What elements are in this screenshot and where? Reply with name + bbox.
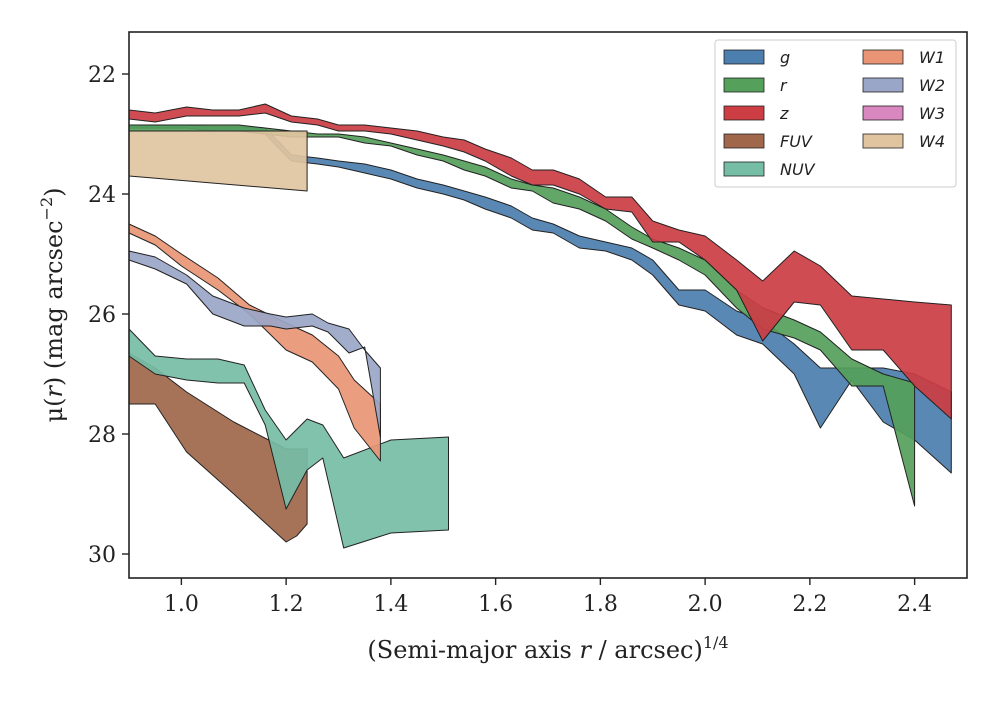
y-tick-label: 26 [88, 303, 116, 328]
legend-label-w1: W1 [919, 48, 945, 67]
band-w4 [128, 130, 308, 192]
legend-label-z: z [779, 104, 789, 123]
legend-swatch-w4 [862, 133, 904, 149]
y-tick-label: 28 [88, 423, 116, 448]
legend-frame [714, 39, 957, 188]
y-axis-ticks: 22 24 26 28 30 [88, 63, 129, 568]
legend-label-g: g [780, 48, 790, 67]
legend: grz FUV NUV W1 W2 W3 W4 [714, 39, 957, 188]
x-tick-label: 1.2 [269, 592, 304, 617]
plot-frame [128, 31, 968, 579]
legend-label-w3: W3 [919, 104, 945, 123]
x-tick-label: 1.0 [164, 592, 199, 617]
band-w2 [128, 250, 381, 438]
band-fuv [128, 352, 308, 543]
legend-swatch-z [723, 105, 765, 121]
legend-label-w2: W2 [919, 76, 945, 95]
x-tick-label: 1.6 [478, 592, 513, 617]
x-tick-label: 2.4 [897, 592, 932, 617]
legend-label-r: r [780, 76, 788, 95]
x-axis-ticks: 1.0 1.2 1.4 1.6 1.8 2.0 2.2 2.4 [164, 578, 932, 617]
legend-label-w4: W4 [919, 132, 945, 151]
x-tick-label: 1.4 [373, 592, 408, 617]
legend-swatch-g [723, 49, 765, 65]
legend-swatch-w3 [862, 105, 904, 121]
legend-swatch-nuv [723, 161, 765, 177]
y-tick-label: 22 [88, 63, 116, 88]
band-nuv [128, 328, 449, 549]
legend-swatch-w2 [862, 77, 904, 93]
x-tick-label: 2.2 [792, 592, 827, 617]
legend-label-fuv: FUV [780, 132, 813, 151]
band-z [128, 103, 952, 420]
legend-label-nuv: NUV [780, 160, 816, 179]
legend-swatch-fuv [723, 133, 765, 149]
band-w1 [128, 223, 381, 462]
y-tick-label: 24 [88, 183, 116, 208]
y-axis-title: μ(r) (mag arcsec−2) [37, 187, 68, 422]
y-tick-label: 30 [88, 543, 116, 568]
legend-swatch-w1 [862, 49, 904, 65]
x-tick-label: 1.8 [583, 592, 618, 617]
band-g [128, 124, 952, 474]
x-tick-label: 2.0 [688, 592, 723, 617]
data-bands [128, 103, 952, 549]
legend-swatch-r [723, 77, 765, 93]
x-axis-title: (Semi-major axis r / arcsec)1/4 [367, 633, 728, 664]
